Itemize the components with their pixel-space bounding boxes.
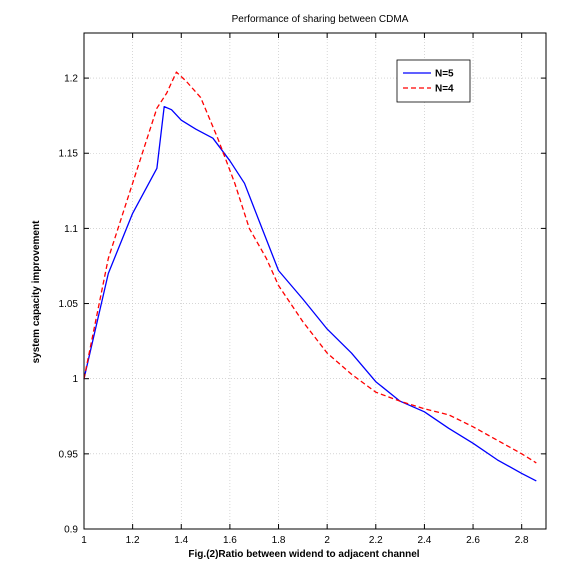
x-tick-label: 2.6 [466, 535, 480, 546]
y-axis-label: system capacity improvement [31, 220, 42, 364]
y-tick-label: 1.15 [59, 149, 79, 160]
series-line-n-5 [83, 105, 537, 482]
y-tick-label: 0.9 [64, 525, 78, 536]
x-tick-label: 1.8 [272, 535, 286, 546]
series-line-n-4 [83, 71, 537, 464]
y-tick-label: 1 [72, 374, 78, 385]
x-tick-label: 2.8 [515, 535, 529, 546]
x-tick-label: 1 [81, 535, 87, 546]
y-tick-label: 0.95 [59, 449, 79, 460]
x-tick-label: 2.2 [369, 535, 383, 546]
legend-label: N=5 [435, 69, 454, 80]
y-tick-label: 1.2 [64, 74, 78, 85]
y-tick-label: 1.05 [59, 299, 79, 310]
x-axis-label: Fig.(2)Ratio between widend to adjacent … [188, 549, 419, 560]
x-tick-label: 1.4 [174, 535, 188, 546]
x-tick-label: 1.6 [223, 535, 237, 546]
x-tick-label: 1.2 [126, 535, 140, 546]
axes-frame [83, 32, 547, 530]
x-tick-label: 2.4 [417, 535, 431, 546]
x-tick-label: 2 [324, 535, 330, 546]
chart-title: Performance of sharing between CDMA [232, 14, 409, 25]
legend-box [396, 59, 471, 103]
plot-area [84, 33, 546, 529]
y-tick-label: 1.1 [64, 224, 78, 235]
legend-label: N=4 [435, 84, 454, 95]
